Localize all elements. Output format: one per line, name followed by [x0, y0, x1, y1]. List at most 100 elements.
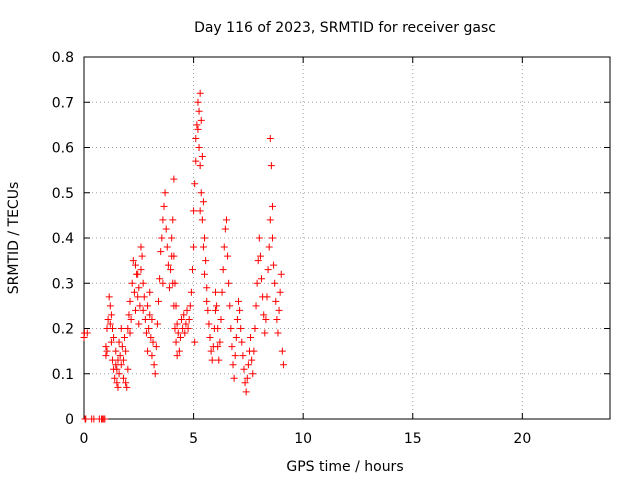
data-point: [243, 374, 251, 382]
data-point: [112, 347, 120, 355]
data-point: [174, 329, 182, 337]
data-point: [205, 320, 213, 328]
data-point: [231, 352, 239, 360]
data-point: [278, 347, 286, 355]
data-point: [188, 266, 196, 274]
data-point: [201, 234, 209, 242]
data-point: [135, 320, 143, 328]
data-point: [117, 361, 125, 369]
data-point: [129, 257, 137, 265]
data-point: [194, 125, 202, 133]
data-point: [203, 297, 211, 305]
data-point: [213, 302, 221, 310]
data-point: [103, 347, 111, 355]
data-point: [265, 243, 273, 251]
data-point: [137, 243, 145, 251]
x-tick-label: 5: [189, 431, 198, 447]
data-point: [183, 306, 191, 314]
y-tick-label: 0.5: [52, 186, 74, 202]
data-point: [116, 352, 124, 360]
data-point: [219, 266, 227, 274]
data-point: [214, 325, 222, 332]
data-point: [279, 361, 287, 369]
data-point: [171, 325, 179, 332]
chart-title: Day 116 of 2023, SRMTID for receiver gas…: [194, 20, 496, 36]
data-point: [156, 275, 164, 283]
data-point: [136, 302, 144, 310]
data-point: [277, 270, 285, 278]
data-point: [266, 134, 274, 142]
data-point: [253, 279, 261, 287]
data-point: [217, 315, 225, 323]
data-point: [128, 279, 136, 287]
data-point: [153, 320, 161, 328]
data-point: [182, 320, 190, 328]
data-point: [170, 252, 178, 260]
data-point: [267, 162, 275, 170]
data-point: [252, 302, 260, 310]
data-point: [255, 234, 263, 242]
data-point: [230, 374, 238, 382]
data-point: [167, 266, 175, 274]
y-tick-label: 0.3: [52, 276, 74, 292]
data-point: [134, 270, 142, 278]
data-point: [176, 334, 184, 342]
data-point: [242, 388, 250, 396]
data-point: [214, 343, 222, 351]
data-point: [173, 320, 181, 328]
data-point: [193, 121, 201, 129]
data-point: [194, 98, 202, 106]
data-point: [190, 207, 198, 215]
x-tick-label: 10: [294, 431, 312, 447]
data-point: [111, 374, 119, 382]
y-tick-label: 0.1: [52, 367, 74, 383]
data-point: [165, 284, 173, 292]
data-point: [204, 306, 212, 314]
data-point: [121, 334, 129, 342]
data-point: [119, 356, 127, 364]
data-point: [225, 279, 233, 287]
data-point: [241, 379, 249, 387]
data-point: [106, 302, 114, 310]
data-point: [196, 89, 204, 97]
data-point: [212, 306, 219, 314]
data-point: [123, 383, 131, 391]
data-point: [104, 315, 112, 323]
y-axis-label: SRMTID / TECUs: [6, 182, 22, 295]
data-point: [138, 252, 146, 260]
data-point: [113, 365, 121, 373]
data-point: [251, 325, 259, 332]
data-point: [263, 293, 271, 301]
data-point: [195, 107, 203, 115]
data-point: [273, 315, 281, 323]
data-point: [159, 216, 167, 224]
data-point: [276, 288, 284, 296]
data-point: [137, 266, 145, 274]
data-point: [115, 370, 123, 378]
data-point: [215, 356, 223, 364]
data-point: [185, 315, 193, 323]
data-point: [83, 329, 91, 337]
y-tick-label: 0.6: [52, 141, 74, 157]
data-point: [224, 252, 232, 260]
data-point: [262, 315, 270, 323]
data-point: [172, 302, 180, 310]
data-point: [191, 180, 199, 188]
x-tick-label: 15: [404, 431, 422, 447]
data-point: [146, 311, 154, 319]
data-point: [124, 365, 132, 373]
data-point: [125, 311, 133, 319]
data-point: [254, 257, 262, 265]
data-point: [110, 334, 118, 342]
data-point: [258, 275, 266, 283]
data-point: [268, 202, 276, 210]
data-point: [144, 302, 152, 310]
data-point: [199, 243, 207, 251]
x-tick-label: 20: [513, 431, 531, 447]
data-point: [118, 343, 126, 351]
data-point: [141, 315, 149, 323]
data-point: [173, 352, 181, 360]
data-point: [244, 361, 252, 369]
data-point: [163, 243, 171, 251]
